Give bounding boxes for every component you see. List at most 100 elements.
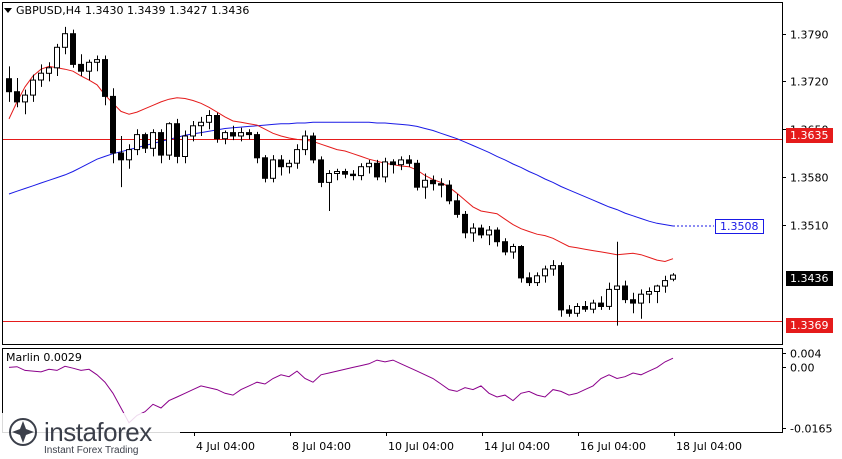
- ma-short-line: [8, 65, 674, 263]
- candles-layer: [6, 26, 676, 326]
- resistance-level-label: 1.3635: [786, 128, 833, 143]
- oscillator-line: [8, 357, 674, 424]
- candle: [550, 260, 556, 276]
- candle: [470, 223, 476, 242]
- osc-tick-label: 0.00: [790, 362, 815, 375]
- candle: [662, 275, 668, 293]
- candle: [222, 130, 228, 145]
- candle: [382, 157, 388, 183]
- symbol-name: GBPUSD,H4: [16, 4, 81, 17]
- candle: [206, 110, 212, 130]
- candle: [86, 59, 92, 81]
- time-tick-label: 14 Jul 04:00: [484, 440, 550, 453]
- candle: [294, 144, 300, 169]
- candle: [438, 178, 444, 198]
- candle: [214, 112, 220, 143]
- candle: [590, 299, 596, 314]
- current-price-label: 1.3436: [786, 271, 833, 286]
- candle: [318, 156, 324, 188]
- candle: [46, 62, 52, 82]
- candle: [142, 132, 148, 153]
- candle: [670, 273, 676, 282]
- ma-short-layer: [8, 65, 674, 263]
- candle: [454, 194, 460, 218]
- logo-name: instaforex: [44, 416, 152, 447]
- candle: [230, 125, 236, 141]
- candle: [238, 127, 244, 142]
- time-axis[interactable]: 4 Jul 04:00 8 Jul 04:00 10 Jul 04:00 14 Jul…: [194, 432, 742, 453]
- candle: [566, 305, 572, 317]
- chevron-down-icon[interactable]: [4, 8, 12, 13]
- candle: [182, 130, 188, 164]
- candle: [582, 301, 588, 312]
- candle: [390, 159, 396, 174]
- candle: [118, 136, 124, 188]
- candle: [574, 303, 580, 317]
- horizontal-levels[interactable]: [3, 139, 782, 322]
- price-tick-label: 1.3510: [790, 220, 829, 233]
- candle: [374, 159, 380, 181]
- candle: [134, 129, 140, 156]
- price-tick-label: 1.3580: [790, 172, 829, 185]
- candle: [110, 88, 116, 164]
- candle: [486, 226, 492, 246]
- candle: [630, 292, 636, 314]
- time-tick-label: 4 Jul 04:00: [196, 440, 255, 453]
- candle: [302, 130, 308, 156]
- candle: [30, 74, 36, 102]
- candle: [78, 54, 84, 76]
- candle: [254, 131, 260, 164]
- time-tick-label: 10 Jul 04:00: [388, 440, 454, 453]
- candle: [54, 43, 60, 76]
- oscillator-layer: [8, 357, 674, 424]
- candle: [270, 155, 276, 183]
- candle: [94, 55, 100, 72]
- candle: [558, 262, 564, 317]
- candle: [406, 155, 412, 167]
- candle: [478, 224, 484, 239]
- candle: [310, 132, 316, 164]
- time-tick-label: 16 Jul 04:00: [580, 440, 646, 453]
- candle: [246, 129, 252, 140]
- symbol-header[interactable]: GBPUSD,H4 1.3430 1.3439 1.3427 1.3436: [4, 4, 249, 17]
- candle: [446, 180, 452, 205]
- price-pane-frame: [2, 2, 783, 345]
- candle: [366, 159, 372, 174]
- candle: [126, 144, 132, 169]
- candle: [414, 159, 420, 191]
- candle: [334, 168, 340, 181]
- price-tick-label: 1.3720: [790, 76, 829, 89]
- candle: [422, 173, 428, 199]
- candle: [614, 241, 620, 326]
- candle: [278, 155, 284, 176]
- candle: [14, 78, 20, 108]
- ma-long-value-label: 1.3508: [715, 219, 764, 234]
- candle: [38, 64, 44, 87]
- candle: [70, 29, 76, 68]
- candle: [166, 122, 172, 160]
- candle: [6, 66, 12, 102]
- instaforex-logo: instaforex Instant Forex Trading: [0, 413, 180, 459]
- support-level-label: 1.3369: [786, 318, 833, 333]
- time-tick-label: 18 Jul 04:00: [676, 440, 742, 453]
- candle: [174, 118, 180, 164]
- candle: [190, 121, 196, 142]
- candle: [502, 238, 508, 256]
- osc-tick-label: -0.0165: [790, 423, 832, 436]
- candle: [62, 26, 68, 55]
- time-tick-label: 8 Jul 04:00: [292, 440, 351, 453]
- candle: [510, 243, 516, 259]
- candle: [398, 156, 404, 171]
- candle: [494, 227, 500, 247]
- candle: [606, 282, 612, 310]
- candle: [654, 284, 660, 304]
- logo-tagline: Instant Forex Trading: [44, 444, 139, 456]
- candle: [22, 89, 28, 115]
- candle: [286, 159, 292, 174]
- candle: [198, 116, 204, 136]
- price-tick-label: 1.3790: [790, 29, 829, 42]
- candle: [350, 170, 356, 181]
